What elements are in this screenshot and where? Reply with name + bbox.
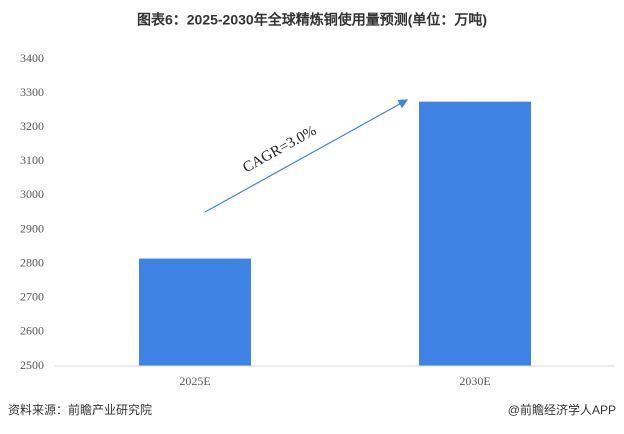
y-tick-label: 3100 — [20, 153, 44, 167]
y-tick-label: 3300 — [20, 85, 44, 99]
y-tick-label: 3000 — [20, 187, 44, 201]
bar — [419, 101, 531, 366]
y-tick-label: 3200 — [20, 119, 44, 133]
chart-title: 图表6：2025-2030年全球精炼铜使用量预测(单位：万吨) — [137, 12, 487, 28]
x-tick-label: 2030E — [459, 374, 490, 388]
y-tick-label: 2600 — [20, 324, 44, 338]
credit: @前瞻经济学人APP — [508, 402, 616, 417]
y-tick-label: 3400 — [20, 51, 44, 65]
annotation: CAGR=3.0% — [240, 123, 319, 176]
y-tick-label: 2800 — [20, 255, 44, 269]
y-tick-label: 2700 — [20, 290, 44, 304]
x-tick-label: 2025E — [179, 374, 210, 388]
trend-arrow — [204, 99, 409, 213]
source: 资料来源：前瞻产业研究院 — [8, 402, 152, 417]
y-tick-label: 2900 — [20, 221, 44, 235]
bar — [139, 258, 251, 366]
y-tick-label: 2500 — [20, 358, 44, 372]
